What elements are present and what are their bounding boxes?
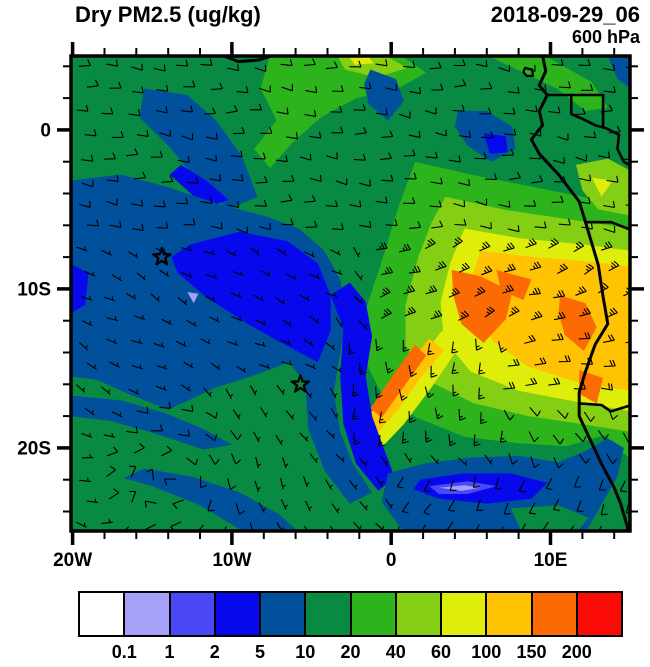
x-tick-label: 0	[386, 550, 397, 571]
colorbar-tick-label: 60	[430, 642, 452, 662]
island-outline	[522, 66, 535, 77]
colorbar-tick-label: 40	[385, 642, 406, 662]
wind-barb-layer	[76, 58, 630, 531]
y-tick-label: 20S	[17, 438, 51, 459]
colorbar-tick-label: 150	[516, 642, 547, 662]
colorbar-swatch	[261, 593, 305, 635]
colorbar-tick-label: 2	[209, 642, 220, 662]
colorbar	[78, 591, 623, 637]
star-marker	[152, 246, 172, 266]
star-marker	[290, 374, 311, 393]
pressure-level-label: 600 hPa	[571, 27, 640, 47]
plot-title: Dry PM2.5 (ug/kg)	[75, 2, 261, 27]
country-border	[577, 402, 630, 413]
contour-fill-layer	[71, 56, 630, 531]
colorbar-tick-label: 200	[561, 642, 592, 662]
axis-ticks	[57, 42, 644, 545]
title-row: Dry PM2.5 (ug/kg) 2018-09-29_06	[75, 2, 640, 28]
colorbar-swatch	[532, 593, 576, 635]
x-tick-label: 10W	[212, 550, 251, 571]
colorbar-swatch	[487, 593, 531, 635]
y-tick-label: 10S	[17, 279, 51, 300]
country-border	[584, 220, 630, 231]
x-tick-label: 10E	[534, 550, 568, 571]
colorbar-tick-label: 20	[340, 642, 361, 662]
colorbar-tick-label: 100	[471, 642, 502, 662]
colorbar-swatch	[351, 593, 395, 635]
axis-tick-labels: 20W 10W 0 10E 0 10S 20S	[17, 120, 567, 571]
colorbar-swatch	[215, 593, 259, 635]
y-tick-label: 0	[40, 120, 51, 141]
colorbar-swatch	[306, 593, 350, 635]
country-border	[569, 93, 630, 167]
colorbar-tick-label: 1	[164, 642, 175, 662]
colorbar-swatch	[80, 593, 124, 635]
colorbar-swatch	[125, 593, 169, 635]
map-plot: 20W 10W 0 10E 0 10S 20S	[17, 42, 644, 571]
plot-datetime: 2018-09-29_06	[490, 2, 640, 27]
colorbar-swatch	[396, 593, 440, 635]
station-star-markers	[152, 246, 311, 393]
colorbar-tick-label: 5	[254, 642, 266, 662]
colorbar-swatch	[442, 593, 486, 635]
colorbar-swatch	[170, 593, 214, 635]
map-frame	[69, 54, 632, 533]
colorbar-tick-label: 10	[295, 642, 316, 662]
colorbar-tick-label: 0.1	[111, 642, 137, 662]
colorbar-swatch	[577, 593, 621, 635]
x-tick-label: 20W	[53, 550, 92, 571]
